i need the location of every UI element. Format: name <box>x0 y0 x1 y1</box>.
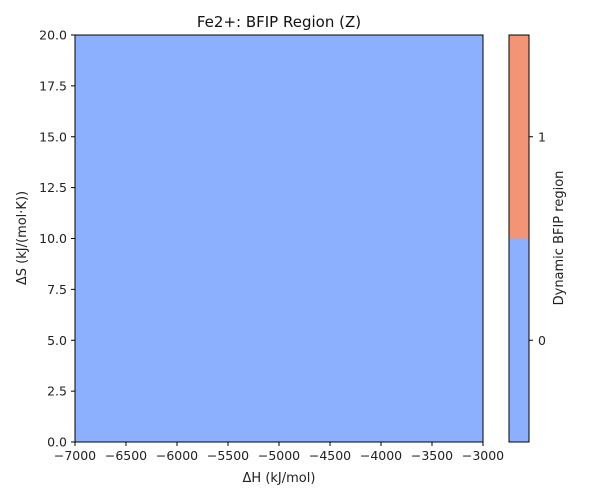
colorbar-tick-label: 1 <box>538 129 546 144</box>
y-axis: 0.0 2.5 5.0 7.5 10.0 12.5 15.0 17.5 20.0 <box>39 28 75 450</box>
y-tick-label: 12.5 <box>39 180 67 195</box>
x-tick-label: −5000 <box>258 448 300 463</box>
colorbar-tick-label: 0 <box>538 333 546 348</box>
plot-area <box>74 34 484 443</box>
x-axis: −7000 −6500 −6000 −5500 −5000 −4500 −4000 −3500… <box>54 442 504 463</box>
colorbar-segment <box>509 238 529 442</box>
x-tick-label: −4000 <box>360 448 402 463</box>
y-tick-label: 15.0 <box>39 129 67 144</box>
y-tick-label: 2.5 <box>47 384 67 399</box>
x-tick-label: −5500 <box>207 448 249 463</box>
x-tick-label: −6500 <box>105 448 147 463</box>
y-tick-label: 10.0 <box>39 231 67 246</box>
x-axis-label: ΔH (kJ/mol) <box>243 471 316 486</box>
x-tick-label: −3500 <box>411 448 453 463</box>
colorbar-segment <box>509 35 529 239</box>
y-tick-label: 17.5 <box>39 78 67 93</box>
region-fill <box>75 35 483 442</box>
colorbar-frame <box>508 34 530 443</box>
x-tick-label: −3000 <box>462 448 504 463</box>
y-tick-label: 5.0 <box>47 333 67 348</box>
x-tick-label: −6000 <box>156 448 198 463</box>
y-tick-label: 0.0 <box>47 435 67 450</box>
chart-title: Fe2+: BFIP Region (Z) <box>197 13 361 31</box>
colorbar-label: Dynamic BFIP region <box>552 171 567 306</box>
y-tick-label: 7.5 <box>47 282 67 297</box>
x-tick-label: −7000 <box>54 448 96 463</box>
y-axis-label: ΔS (kJ/(mol·K)) <box>15 191 30 285</box>
x-tick-label: −4500 <box>309 448 351 463</box>
colorbar: 01 <box>508 34 546 443</box>
y-tick-label: 20.0 <box>39 28 67 43</box>
